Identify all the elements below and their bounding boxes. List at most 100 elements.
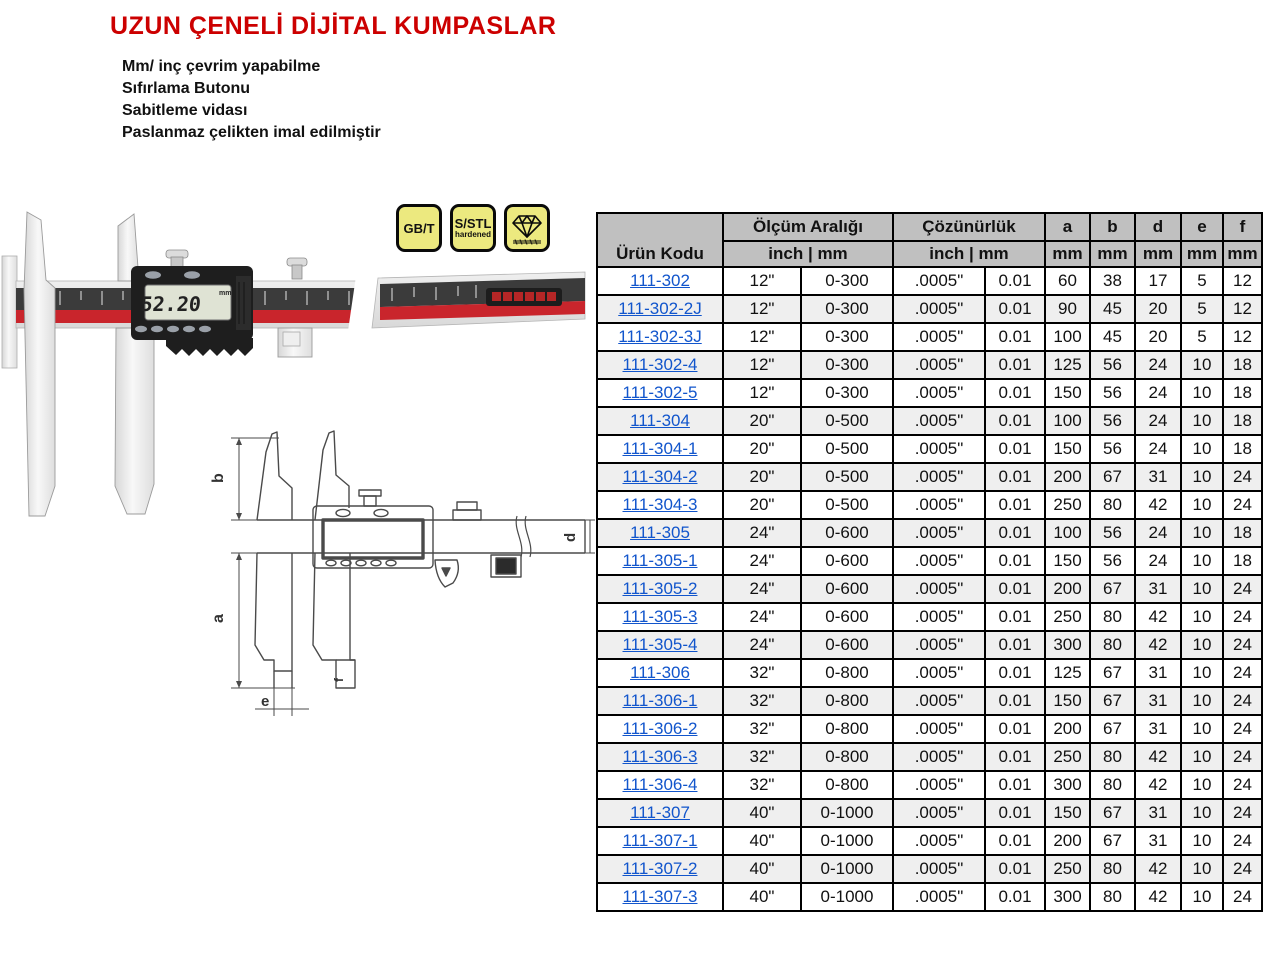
feature-item: Mm/ inç çevrim yapabilme — [122, 58, 321, 75]
resolution-inch-cell: .0005" — [892, 378, 986, 408]
dim-f-cell: 24 — [1222, 658, 1263, 688]
product-code-link[interactable]: 111-304-2 — [622, 467, 698, 486]
dim-b-cell: 67 — [1089, 798, 1136, 828]
sstl-label: S/STL — [454, 216, 492, 231]
dim-a-cell: 150 — [1044, 798, 1091, 828]
resolution-mm-cell: 0.01 — [984, 462, 1046, 492]
product-code-link[interactable]: 111-306-2 — [622, 719, 698, 738]
dim-f-cell: 18 — [1222, 406, 1263, 436]
product-code-link[interactable]: 111-302-4 — [622, 355, 698, 374]
product-code-link[interactable]: 111-304 — [630, 411, 690, 430]
range-inch-cell: 40" — [722, 882, 802, 912]
gbt-label: GB/T — [403, 220, 435, 236]
product-code-link[interactable]: 111-302-2J — [618, 299, 702, 318]
fixed-jaw — [23, 211, 56, 517]
table-row: 111-306-1 32" 0-800 .0005" 0.01 150 67 3… — [596, 686, 1263, 716]
resolution-inch-cell: .0005" — [892, 630, 986, 660]
dim-f-cell: 24 — [1222, 490, 1263, 520]
dim-b-cell: 56 — [1089, 434, 1136, 464]
range-inch-cell: 24" — [722, 546, 802, 576]
dim-d-cell: 42 — [1134, 630, 1182, 660]
product-code-cell: 111-302-4 — [596, 350, 724, 380]
product-code-link[interactable]: 111-307-3 — [622, 887, 698, 906]
resolution-inch-cell: .0005" — [892, 686, 986, 716]
product-code-link[interactable]: 111-307 — [630, 803, 690, 822]
dim-b-cell: 80 — [1089, 770, 1136, 800]
table-row: 111-306-2 32" 0-800 .0005" 0.01 200 67 3… — [596, 714, 1263, 744]
dim-d-cell: 24 — [1134, 406, 1182, 436]
range-inch-cell: 24" — [722, 518, 802, 548]
product-code-cell: 111-306-1 — [596, 686, 724, 716]
product-code-link[interactable]: 111-305-4 — [622, 635, 698, 654]
dim-a-cell: 150 — [1044, 546, 1091, 576]
dim-d-cell: 24 — [1134, 518, 1182, 548]
product-code-link[interactable]: 111-304-3 — [622, 495, 698, 514]
subheader-b-unit: mm — [1089, 240, 1136, 268]
dim-d-cell: 24 — [1134, 350, 1182, 380]
product-code-link[interactable]: 111-306-4 — [622, 775, 698, 794]
range-mm-cell: 0-800 — [800, 742, 894, 772]
dim-a-cell: 100 — [1044, 322, 1091, 352]
product-code-link[interactable]: 111-302-5 — [622, 383, 698, 402]
dim-d-cell: 31 — [1134, 658, 1182, 688]
dim-a-cell: 125 — [1044, 658, 1091, 688]
dim-f-cell: 12 — [1222, 294, 1263, 324]
product-code-cell: 111-305-4 — [596, 630, 724, 660]
page-title: UZUN ÇENELİ DİJİTAL KUMPASLAR — [110, 12, 557, 40]
dim-b-cell: 80 — [1089, 742, 1136, 772]
resolution-inch-cell: .0005" — [892, 714, 986, 744]
dim-e-cell: 10 — [1180, 574, 1224, 604]
table-row: 111-302-4 12" 0-300 .0005" 0.01 125 56 2… — [596, 350, 1263, 380]
dim-a-cell: 300 — [1044, 630, 1091, 660]
product-code-link[interactable]: 111-302-3J — [618, 327, 702, 346]
product-code-link[interactable]: 111-305 — [630, 523, 690, 542]
dim-a-cell: 100 — [1044, 518, 1091, 548]
dim-b-cell: 80 — [1089, 854, 1136, 884]
table-row: 111-305 24" 0-600 .0005" 0.01 100 56 24 … — [596, 518, 1263, 548]
col-header-resolution: Çözünürlük — [892, 212, 1046, 242]
product-code-link[interactable]: 111-304-1 — [622, 439, 698, 458]
dim-b-cell: 56 — [1089, 406, 1136, 436]
product-code-cell: 111-305-3 — [596, 602, 724, 632]
dim-a-cell: 200 — [1044, 826, 1091, 856]
resolution-mm-cell: 0.01 — [984, 490, 1046, 520]
sliding-jaw — [114, 327, 155, 515]
product-code-link[interactable]: 111-305-2 — [622, 579, 698, 598]
product-code-link[interactable]: 111-307-1 — [622, 831, 698, 850]
dim-d-cell: 42 — [1134, 602, 1182, 632]
product-code-link[interactable]: 111-306 — [630, 663, 690, 682]
table-row: 111-306-4 32" 0-800 .0005" 0.01 300 80 4… — [596, 770, 1263, 800]
table-row: 111-305-3 24" 0-600 .0005" 0.01 250 80 4… — [596, 602, 1263, 632]
resolution-inch-cell: .0005" — [892, 518, 986, 548]
dim-b-cell: 56 — [1089, 378, 1136, 408]
dim-label-f: f — [332, 677, 346, 682]
product-code-cell: 111-307 — [596, 798, 724, 828]
dim-d-cell: 42 — [1134, 882, 1182, 912]
range-inch-cell: 20" — [722, 434, 802, 464]
product-code-link[interactable]: 111-305-1 — [622, 551, 698, 570]
range-inch-cell: 20" — [722, 406, 802, 436]
dim-b-cell: 45 — [1089, 294, 1136, 324]
product-code-link[interactable]: 111-306-3 — [622, 747, 698, 766]
dim-a-cell: 100 — [1044, 406, 1091, 436]
resolution-inch-cell: .0005" — [892, 602, 986, 632]
col-header-product-code: Ürün Kodu — [596, 212, 724, 268]
product-code-link[interactable]: 111-305-3 — [622, 607, 698, 626]
product-code-cell: 111-302 — [596, 266, 724, 296]
range-inch-cell: 24" — [722, 602, 802, 632]
dim-f-cell: 24 — [1222, 770, 1263, 800]
resolution-inch-cell: .0005" — [892, 826, 986, 856]
lcd-unit: mm — [219, 290, 231, 297]
dim-a-cell: 200 — [1044, 574, 1091, 604]
dim-d-cell: 17 — [1134, 266, 1182, 296]
resolution-mm-cell: 0.01 — [984, 798, 1046, 828]
product-code-link[interactable]: 111-307-2 — [622, 859, 698, 878]
product-code-cell: 111-307-1 — [596, 826, 724, 856]
beam-right — [371, 271, 586, 329]
range-inch-cell: 24" — [722, 574, 802, 604]
range-inch-cell: 32" — [722, 686, 802, 716]
dim-d-cell: 31 — [1134, 462, 1182, 492]
dim-e-cell: 10 — [1180, 350, 1224, 380]
product-code-link[interactable]: 111-302 — [630, 271, 690, 290]
product-code-link[interactable]: 111-306-1 — [622, 691, 698, 710]
